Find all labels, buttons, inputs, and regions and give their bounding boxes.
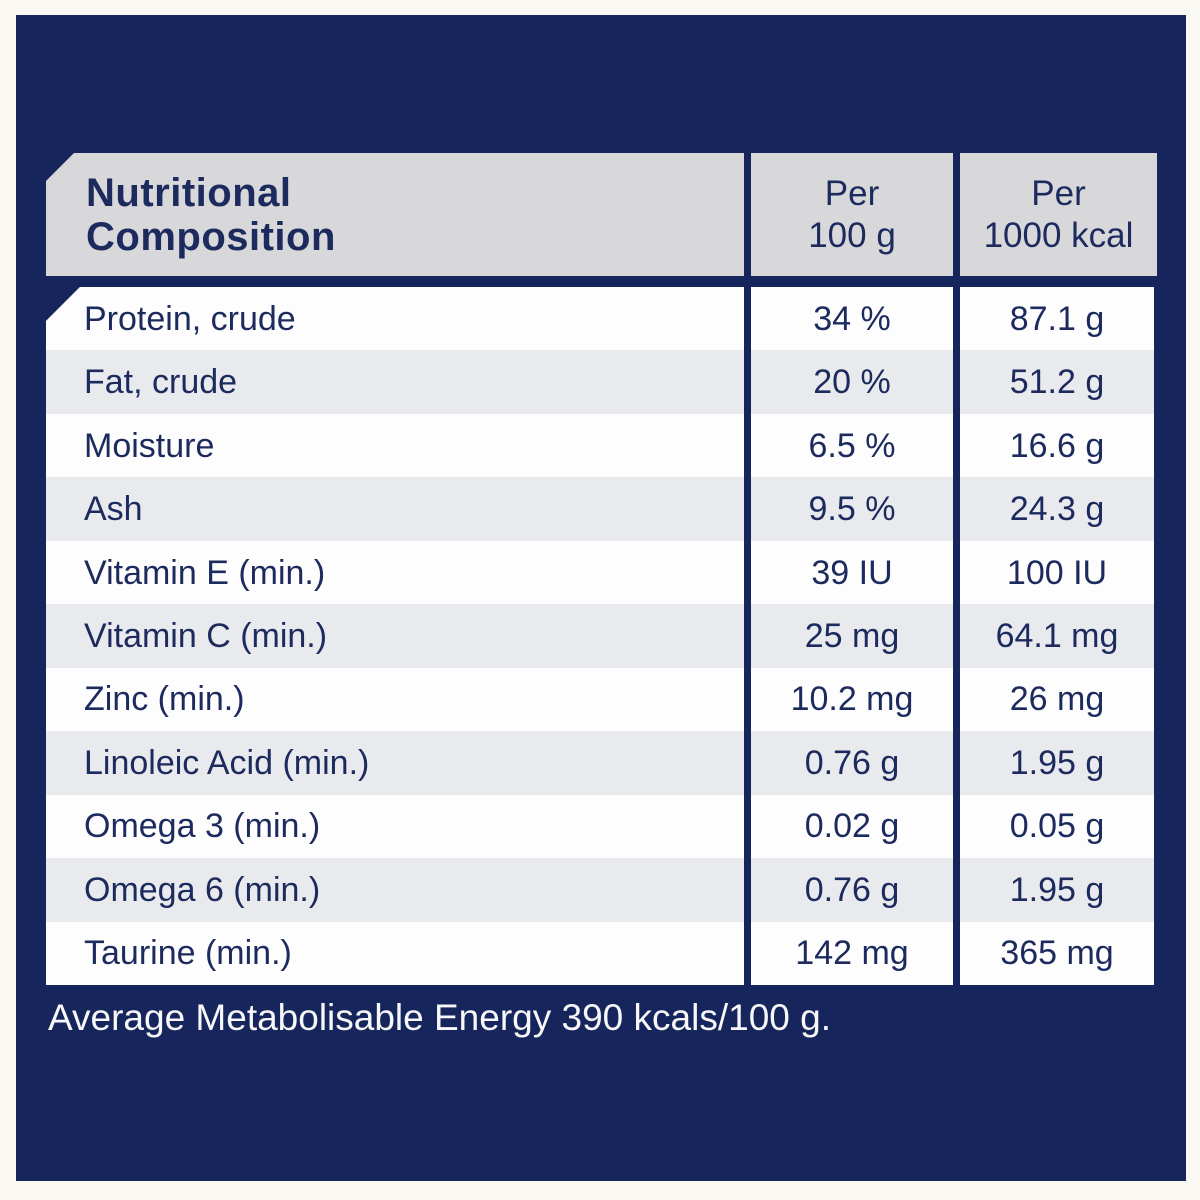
value-per-100g: 0.76 g [804,743,900,782]
column-divider [744,350,751,414]
value-per-1000kcal: 1.95 g [1009,870,1105,909]
per-1000kcal-line1: Per [1031,173,1086,213]
table-row: Moisture 6.5 % 16.6 g [46,413,1154,478]
column-divider [953,921,960,985]
column-divider [953,794,960,859]
table-row: Ash 9.5 % 24.3 g [46,477,1154,541]
column-header-per-1000kcal: Per 1000 kcal [960,173,1157,257]
column-divider [744,731,751,795]
table-row: Linoleic Acid (min.) 0.76 g 1.95 g [46,731,1154,795]
value-per-1000kcal: 24.3 g [1009,490,1105,529]
column-divider [744,858,751,922]
table-row: Taurine (min.) 142 mg 365 mg [46,921,1154,985]
row-label: Moisture [84,426,215,465]
value-per-1000kcal: 87.1 g [1009,299,1105,338]
table-row: Vitamin C (min.) 25 mg 64.1 mg [46,604,1154,668]
value-per-100g: 20 % [813,363,891,402]
column-divider [953,477,960,541]
table-row: Vitamin E (min.) 39 IU 100 IU [46,540,1154,605]
value-per-1000kcal: 365 mg [1000,934,1114,973]
column-divider [744,413,751,478]
value-per-1000kcal: 100 IU [1006,553,1108,592]
row-label: Taurine (min.) [84,934,292,973]
column-divider [744,287,751,351]
value-per-1000kcal: 1.95 g [1009,743,1105,782]
column-divider [953,858,960,922]
metabolisable-energy-note: Average Metabolisable Energy 390 kcals/1… [48,997,831,1038]
value-per-1000kcal: 64.1 mg [995,616,1119,655]
column-header-per-100g: Per 100 g [751,173,953,257]
per-100g-line2: 100 g [808,215,896,255]
row-label: Omega 3 (min.) [84,807,321,846]
row-label: Vitamin C (min.) [84,616,328,655]
value-per-100g: 6.5 % [808,426,896,465]
value-per-1000kcal: 16.6 g [1009,426,1105,465]
value-per-100g: 34 % [813,299,891,338]
table-row: Zinc (min.) 10.2 mg 26 mg [46,667,1154,732]
value-per-100g: 39 IU [811,553,893,592]
row-label: Linoleic Acid (min.) [84,743,370,782]
row-label: Zinc (min.) [84,680,245,719]
value-per-1000kcal: 51.2 g [1009,363,1105,402]
column-divider [953,350,960,414]
value-per-1000kcal: 0.05 g [1009,807,1105,846]
row-label: Ash [84,490,143,529]
table-header: Nutritional Composition Per 100 g Per 10… [46,153,1157,276]
column-divider [953,287,960,351]
column-divider [953,153,960,276]
column-divider [744,667,751,732]
value-per-100g: 0.76 g [804,870,900,909]
column-divider [744,540,751,605]
column-divider [744,794,751,859]
column-divider [953,413,960,478]
page-title-line1: Nutritional [86,170,292,215]
per-1000kcal-line2: 1000 kcal [983,215,1134,255]
column-divider [953,604,960,668]
page-title: Nutritional Composition [46,171,744,259]
column-divider [953,731,960,795]
value-per-100g: 9.5 % [808,490,896,529]
table-row: Fat, crude 20 % 51.2 g [46,350,1154,414]
table-row: Omega 6 (min.) 0.76 g 1.95 g [46,858,1154,922]
per-100g-line1: Per [824,173,880,213]
row-label: Fat, crude [84,363,238,402]
value-per-100g: 0.02 g [804,807,900,846]
page-title-line2: Composition [86,214,336,259]
value-per-100g: 10.2 mg [790,680,914,719]
table-row: Protein, crude 34 % 87.1 g [46,287,1154,351]
table-row: Omega 3 (min.) 0.02 g 0.05 g [46,794,1154,859]
row-label: Vitamin E (min.) [84,553,326,592]
column-divider [744,153,751,276]
column-divider [744,921,751,985]
value-per-100g: 25 mg [804,616,900,655]
value-per-100g: 142 mg [795,934,909,973]
row-label: Protein, crude [84,299,296,338]
nutrition-table: Protein, crude 34 % 87.1 g Fat, crude 20… [46,287,1154,985]
value-per-1000kcal: 26 mg [1009,680,1105,719]
column-divider [744,477,751,541]
column-divider [953,540,960,605]
row-label: Omega 6 (min.) [84,870,321,909]
column-divider [953,667,960,732]
column-divider [744,604,751,668]
